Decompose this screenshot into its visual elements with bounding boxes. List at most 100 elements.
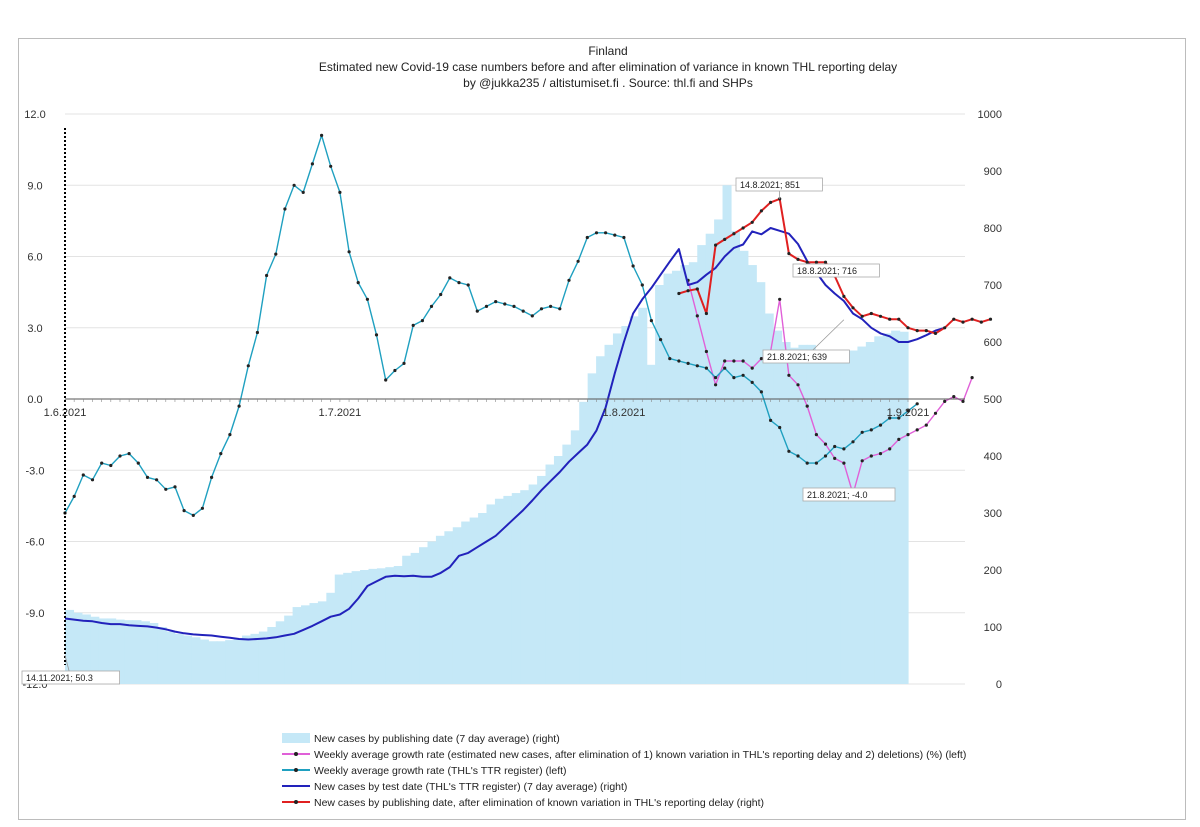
area-bar (435, 535, 445, 684)
title-line-3: by @jukka235 / altistumiset.fi . Source:… (463, 76, 753, 90)
area-bar (832, 356, 842, 684)
series-point (796, 257, 800, 261)
series-point (961, 399, 965, 403)
series-point (320, 133, 324, 137)
area-bar (520, 490, 530, 684)
area-bar (301, 605, 311, 684)
area-bar (503, 495, 513, 684)
series-point (851, 306, 855, 310)
legend-label: Weekly average growth rate (estimated ne… (314, 749, 966, 761)
area-bar (478, 513, 488, 684)
series-point (402, 361, 406, 365)
area-bar (587, 373, 597, 684)
series-point (741, 373, 745, 377)
series-point (750, 366, 754, 370)
series-point (714, 243, 718, 247)
x-tick-label: 1.8.2021 (603, 407, 646, 419)
area-bar (865, 342, 875, 684)
series-point (796, 454, 800, 458)
series-point (814, 260, 819, 264)
series-point (246, 364, 250, 368)
series-point (484, 304, 489, 308)
series-point (878, 452, 883, 456)
area-bar (334, 574, 344, 684)
series-point (750, 380, 754, 384)
series-point (347, 250, 351, 254)
left-tick-label: 12.0 (24, 109, 45, 121)
series-point (888, 416, 892, 420)
series-point (512, 304, 516, 308)
annotation-label: 18.8.2021; 716 (797, 266, 857, 276)
series-point (878, 423, 883, 427)
series-point (714, 376, 718, 380)
left-tick-label: 0.0 (27, 394, 42, 406)
area-bar (764, 313, 774, 684)
area-bar (183, 635, 193, 684)
area-bar (848, 350, 859, 684)
right-tick-label: 300 (984, 508, 1002, 520)
series-point (173, 485, 177, 489)
area-bar (132, 620, 142, 684)
series-point (943, 326, 947, 330)
series-point (237, 404, 241, 408)
area-bar (115, 619, 125, 684)
series-point (301, 190, 305, 194)
series-point (878, 314, 883, 318)
series-point (759, 357, 764, 361)
legend-label: New cases by test date (THL's TTR regist… (314, 781, 627, 793)
area-bar (444, 531, 454, 684)
area-bar (98, 618, 108, 684)
series-point (961, 320, 965, 324)
series-point (659, 338, 663, 342)
area-bar (410, 552, 420, 684)
series-point (310, 162, 314, 166)
area-bar (840, 356, 850, 684)
series-point (759, 390, 764, 394)
series-point (943, 399, 947, 403)
series-point (292, 183, 296, 187)
axes: 12.09.06.03.00.0-3.0-6.0-9.0-12.01000900… (22, 109, 1002, 691)
area-bar (781, 342, 791, 684)
area-bar (537, 475, 547, 684)
right-tick-label: 200 (984, 565, 1002, 577)
area-bar (360, 570, 370, 684)
legend-label: New cases by publishing date, after elim… (314, 797, 764, 809)
area-bar (191, 637, 201, 684)
series-point (860, 430, 864, 434)
area-series (65, 185, 909, 685)
series-point (640, 283, 644, 287)
series-point (265, 273, 269, 278)
series-point (769, 200, 773, 204)
series-point (649, 319, 654, 323)
area-bar (655, 285, 665, 684)
series-point (933, 411, 938, 415)
area-bar (579, 401, 589, 684)
annotation-label: 14.11.2021; 50.3 (26, 673, 93, 683)
legend-marker (294, 768, 298, 772)
series-point (933, 331, 938, 335)
series-point (906, 409, 910, 413)
series-point (723, 366, 727, 370)
area-bar (646, 364, 656, 684)
area-bar (570, 430, 580, 684)
series-point (457, 281, 461, 285)
series-point (906, 326, 910, 330)
area-bar (157, 627, 167, 684)
series-point (677, 291, 681, 296)
series-point (503, 302, 507, 306)
series-point (329, 164, 333, 168)
area-bar (275, 621, 285, 684)
series-point (686, 361, 690, 365)
series-point (530, 314, 534, 318)
area-bar (242, 635, 252, 684)
annotation-box (735, 177, 823, 192)
series-point (759, 209, 764, 213)
series-point (677, 359, 681, 363)
series-point (191, 513, 195, 518)
series-point (494, 300, 498, 304)
series-point (338, 190, 342, 194)
area-bar (258, 631, 268, 684)
annotation-box (792, 263, 880, 278)
series-point (631, 264, 635, 268)
area-bar (688, 262, 698, 684)
